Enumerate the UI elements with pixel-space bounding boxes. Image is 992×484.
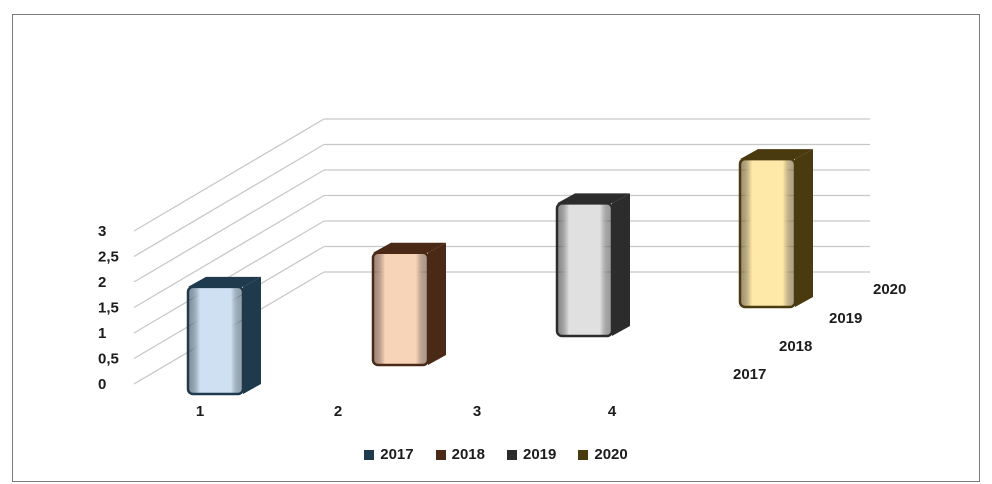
- legend-item: 2017: [364, 446, 414, 463]
- gridline-depth: [133, 169, 325, 283]
- legend: 2017 2018 2019 2020: [0, 446, 992, 463]
- bar-front: [371, 251, 430, 367]
- bar-front: [738, 157, 797, 309]
- legend-label: 2017: [380, 446, 414, 463]
- bar-side: [243, 276, 261, 394]
- legend-swatch: [507, 449, 517, 460]
- y-tick-label: 2,5: [98, 249, 119, 266]
- bar-2020: [738, 149, 813, 309]
- legend-label: 2019: [523, 446, 557, 463]
- y-tick-label: 2: [98, 274, 106, 291]
- legend-label: 2020: [594, 446, 628, 463]
- bar-side: [795, 149, 813, 307]
- x-tick-label: 1: [196, 403, 204, 420]
- y-tick-label: 1: [98, 325, 106, 342]
- bar-side: [612, 193, 630, 336]
- bar-front: [555, 202, 614, 338]
- bar-top: [373, 242, 446, 253]
- bar-top: [740, 149, 813, 160]
- bar-side: [428, 242, 446, 365]
- y-tick-label: 0: [98, 376, 106, 393]
- bar-front: [186, 285, 245, 396]
- depth-axis-label: 2018: [779, 338, 812, 355]
- gridline-depth: [133, 143, 325, 258]
- depth-axis-label: 2017: [733, 366, 766, 383]
- legend-label: 2018: [451, 446, 485, 463]
- gridline-depth: [133, 118, 325, 232]
- x-tick-label: 4: [608, 403, 617, 420]
- bar-2018: [371, 242, 446, 367]
- gridline-depth: [133, 194, 325, 309]
- legend-swatch: [435, 449, 446, 460]
- depth-axis-label: 2019: [829, 310, 862, 327]
- y-tick-label: 3: [98, 223, 106, 240]
- depth-axis-label: 2020: [873, 281, 906, 298]
- bar-top: [557, 193, 630, 204]
- legend-item: 2019: [507, 446, 556, 463]
- legend-swatch: [578, 449, 589, 460]
- y-tick-label: 0,5: [98, 351, 119, 368]
- y-tick-label: 1,5: [98, 300, 119, 317]
- bar-top: [188, 276, 261, 287]
- x-tick-label: 2: [334, 403, 342, 420]
- bar-2017: [186, 276, 261, 396]
- legend-swatch: [364, 449, 375, 460]
- legend-item: 2018: [435, 446, 485, 463]
- legend-item: 2020: [578, 446, 628, 463]
- x-tick-label: 3: [473, 403, 481, 420]
- bar-2019: [555, 193, 630, 338]
- chart-frame: [12, 14, 980, 482]
